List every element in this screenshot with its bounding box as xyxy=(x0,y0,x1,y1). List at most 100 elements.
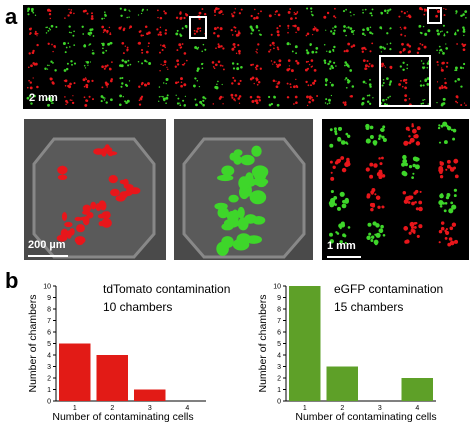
cell-dot xyxy=(423,45,427,49)
cell-dot xyxy=(47,29,50,32)
y-tick-label: 4 xyxy=(47,353,51,360)
cell-dot xyxy=(294,45,298,49)
cell-dot xyxy=(104,11,106,13)
cell-dot xyxy=(121,77,124,79)
cell-dot xyxy=(158,33,160,36)
cell-dot xyxy=(382,78,385,81)
cell-dot xyxy=(51,43,53,46)
cell-dot xyxy=(324,61,327,65)
cell-dot xyxy=(445,43,447,45)
y-tick-label: 9 xyxy=(47,295,51,302)
cell-blob xyxy=(60,228,69,238)
cell-dot xyxy=(330,171,333,174)
cell-dot xyxy=(413,191,417,195)
cell-dot xyxy=(211,61,215,64)
cell-dot xyxy=(345,132,349,136)
cell-dot xyxy=(412,156,418,162)
cell-dot xyxy=(101,65,104,69)
cell-dot xyxy=(439,160,442,164)
cell-dot xyxy=(333,15,336,18)
cell-dot xyxy=(332,50,335,52)
cell-dot xyxy=(277,48,280,51)
egfp-contamination-chart: 0 1 2 3 4 5 6 7 8 9 10 1 2 3 4 Number of contaminating … xyxy=(238,272,474,423)
cell-dot xyxy=(232,42,236,46)
cell-dot xyxy=(293,13,295,15)
y-tick-label: 8 xyxy=(47,307,51,314)
cell-dot xyxy=(141,8,145,11)
cell-dot xyxy=(345,34,347,37)
cell-dot xyxy=(438,124,441,127)
cell-dot xyxy=(399,26,402,29)
cell-dot xyxy=(404,86,407,90)
cell-dot xyxy=(236,62,239,66)
cell-dot xyxy=(198,85,201,88)
cell-dot xyxy=(349,27,353,30)
x-tick-label: 4 xyxy=(185,405,189,412)
cell-dot xyxy=(179,104,182,107)
cell-dot xyxy=(438,52,441,54)
cell-dot xyxy=(387,9,390,12)
cell-dot xyxy=(260,10,262,13)
cell-dot xyxy=(147,31,151,35)
cell-dot xyxy=(217,7,220,10)
cell-dot xyxy=(424,98,426,101)
cell-dot xyxy=(349,11,352,14)
cell-dot xyxy=(333,127,337,131)
cell-dot xyxy=(403,78,406,82)
cell-dot xyxy=(119,64,121,67)
cell-dot xyxy=(28,79,30,82)
cell-dot xyxy=(463,102,466,104)
cell-dot xyxy=(34,30,37,33)
cell-dot xyxy=(83,85,86,88)
cell-dot xyxy=(315,47,319,50)
cell-dot xyxy=(427,103,430,105)
cell-dot xyxy=(443,209,447,213)
cell-dot xyxy=(371,188,376,192)
cell-dot xyxy=(48,64,50,67)
cell-dot xyxy=(445,8,447,11)
cell-dot xyxy=(252,63,254,66)
cell-dot xyxy=(238,12,241,15)
cell-dot xyxy=(307,84,310,87)
cell-dot xyxy=(415,207,420,211)
cell-dot xyxy=(454,80,457,83)
cell-dot xyxy=(49,77,53,81)
cell-dot xyxy=(181,27,184,30)
cell-dot xyxy=(51,81,55,84)
cell-dot xyxy=(450,128,454,131)
cell-dot xyxy=(29,81,32,84)
cell-dot xyxy=(326,50,328,52)
cell-dot xyxy=(286,42,290,46)
cell-dot xyxy=(89,43,92,45)
cell-dot xyxy=(436,61,439,64)
cell-dot xyxy=(107,42,111,46)
cell-dot xyxy=(269,48,272,51)
cell-dot xyxy=(295,78,297,81)
cell-dot xyxy=(214,85,218,89)
cell-dot xyxy=(400,10,403,13)
cell-dot xyxy=(69,46,71,48)
cell-dot xyxy=(442,52,445,55)
cell-dot xyxy=(101,42,103,45)
cell-dot xyxy=(102,47,104,50)
cell-dot xyxy=(334,161,339,165)
cell-blob xyxy=(217,174,234,182)
cell-dot xyxy=(70,9,73,11)
cell-dot xyxy=(453,239,459,244)
cell-dot xyxy=(176,102,180,105)
cell-dot xyxy=(193,29,196,32)
cell-dot xyxy=(408,135,411,138)
y-axis-label: Number of chambers xyxy=(27,294,39,392)
cell-dot xyxy=(159,31,162,34)
cell-dot xyxy=(200,63,204,66)
cell-dot xyxy=(366,59,369,63)
cell-dot xyxy=(185,59,188,62)
cell-dot xyxy=(63,69,67,72)
cell-dot xyxy=(160,44,162,46)
cell-dot xyxy=(271,41,275,45)
cell-dot xyxy=(409,137,415,143)
cell-dot xyxy=(233,11,235,14)
cell-dot xyxy=(199,27,202,30)
cell-dot xyxy=(164,29,168,32)
cell-dot xyxy=(68,8,70,11)
